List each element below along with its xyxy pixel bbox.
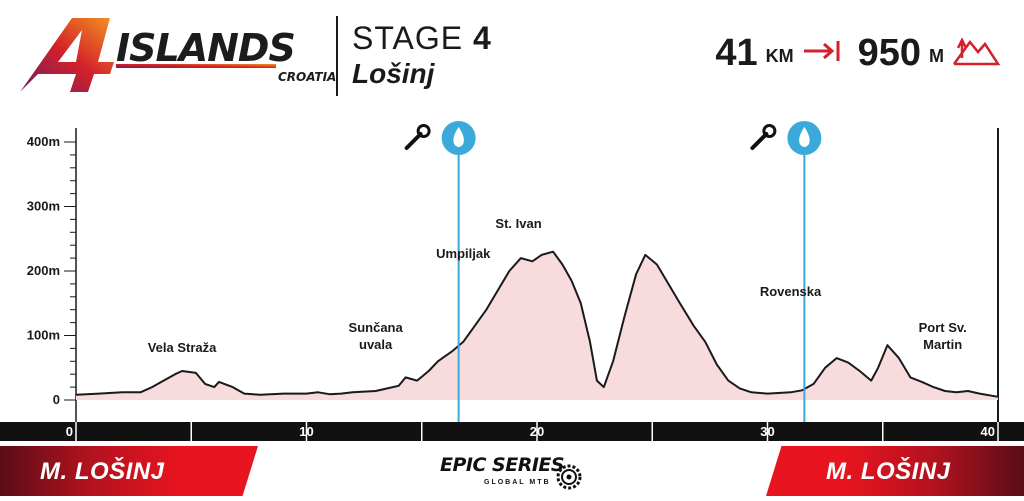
water-drop-shape	[453, 127, 464, 147]
place-label: Martin	[923, 337, 962, 352]
start-banner: M. LOŠINJ	[0, 446, 258, 496]
distance-value: 41	[715, 31, 758, 74]
chart-labels: Vela Straža Sunčana uvala Umpiljak St. Ivan R…	[148, 216, 967, 355]
water-drop-shape	[799, 127, 810, 147]
finish-label: M. LOŠINJ	[826, 458, 951, 485]
brand-subtitle: GLOBAL MTB	[484, 479, 551, 486]
elevation-profile-chart: 400m 300m 200m 100m 0 Vela Straža Sunčana uval…	[0, 121, 1024, 441]
x-tick-label: 10	[299, 424, 313, 439]
elevation-value: 950	[857, 31, 921, 74]
x-tick-label: 0	[66, 424, 73, 439]
place-label: uvala	[359, 337, 393, 352]
wrench-head	[762, 124, 777, 138]
place-label: St. Ivan	[495, 216, 541, 231]
elevation-area	[76, 251, 998, 400]
y-tick-label: 300m	[27, 199, 60, 214]
aid-stations	[404, 121, 822, 422]
header-divider	[336, 16, 338, 96]
distance-arrow-icon	[802, 38, 842, 69]
mountain-icon	[952, 36, 1001, 71]
place-label: Umpiljak	[436, 246, 491, 261]
gear-icon	[556, 464, 582, 490]
elevation-unit: M	[929, 45, 944, 66]
place-label: Vela Straža	[148, 340, 217, 355]
epic-series-logo: EPIC SERIES GLOBAL MTB	[440, 452, 590, 496]
stage-title: STAGE 4	[352, 20, 492, 57]
chart-grid: 400m 300m 200m 100m 0	[27, 128, 999, 422]
y-tick-label: 400m	[27, 134, 60, 149]
logo-subtitle: CROATIA	[278, 70, 337, 84]
place-label: Rovenska	[760, 284, 822, 299]
wrench-icon	[750, 132, 769, 150]
x-tick-label: 20	[530, 424, 544, 439]
stage-number: 4	[472, 20, 492, 56]
stage-name: Lošinj	[352, 58, 435, 89]
elevation-line	[75, 250, 999, 398]
stage-stats: 41 KM 950 M	[715, 30, 1001, 76]
event-logo: ISLANDS CROATIA	[18, 12, 336, 96]
y-tick-label: 200m	[27, 263, 60, 278]
y-tick-label: 100m	[27, 328, 60, 343]
finish-banner: M. LOŠINJ	[766, 446, 1024, 496]
brand-title: EPIC SERIES	[440, 454, 565, 476]
chart-area	[75, 250, 999, 400]
y-tick-label: 0	[53, 392, 60, 407]
x-tick-label: 40	[981, 424, 995, 439]
chart-x-axis: 0 10 20 30 40	[0, 422, 1024, 441]
distance-unit: KM	[765, 45, 794, 66]
wrench-head	[416, 124, 431, 138]
x-axis-bar	[0, 422, 1024, 441]
logo-title: ISLANDS	[116, 26, 296, 70]
start-label: M. LOŠINJ	[40, 458, 165, 485]
logo-four-icon	[20, 18, 114, 92]
stage-label: STAGE	[352, 20, 464, 56]
x-tick-label: 30	[760, 424, 774, 439]
wrench-icon	[404, 132, 423, 150]
logo-underline	[116, 64, 276, 68]
place-label: Sunčana	[349, 320, 404, 335]
place-label: Port Sv.	[919, 320, 967, 335]
